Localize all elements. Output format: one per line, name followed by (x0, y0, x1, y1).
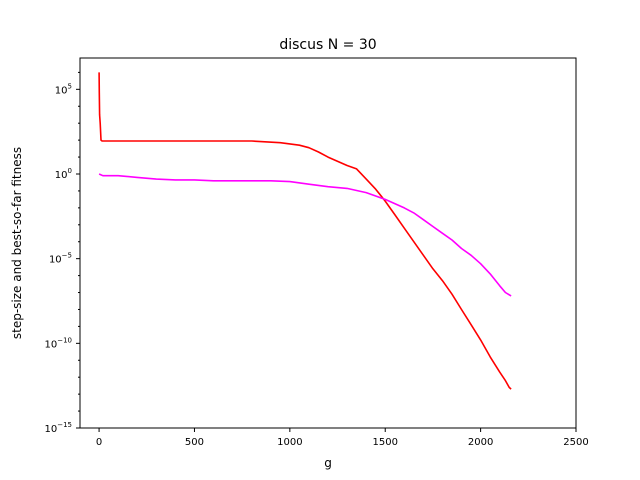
y-tick-label: 10−5 (49, 252, 72, 266)
x-tick-label: 500 (185, 437, 204, 448)
plot-lines (98, 72, 512, 390)
x-tick-label: 2000 (468, 437, 493, 448)
x-axis-label: g (324, 456, 332, 470)
x-tick-label: 1500 (373, 437, 398, 448)
x-axis: 0 500 1000 1500 2000 2500 (96, 428, 589, 448)
y-axis-label: step-size and best-so-far fitness (10, 147, 24, 339)
series-line-1 (98, 72, 512, 390)
x-tick-label: 2500 (563, 437, 588, 448)
y-tick-label: 105 (55, 82, 72, 96)
series-line-2 (98, 173, 512, 297)
plot-frame (79, 57, 577, 429)
chart-title: discus N = 30 (279, 37, 376, 53)
y-axis: 105 100 10−5 10−10 10−15 (44, 71, 80, 435)
y-tick-label: 10−15 (44, 421, 72, 435)
y-tick-label: 10−10 (44, 336, 72, 350)
x-tick-label: 0 (96, 437, 102, 448)
y-tick-label: 100 (55, 167, 72, 181)
x-tick-label: 1000 (277, 437, 302, 448)
